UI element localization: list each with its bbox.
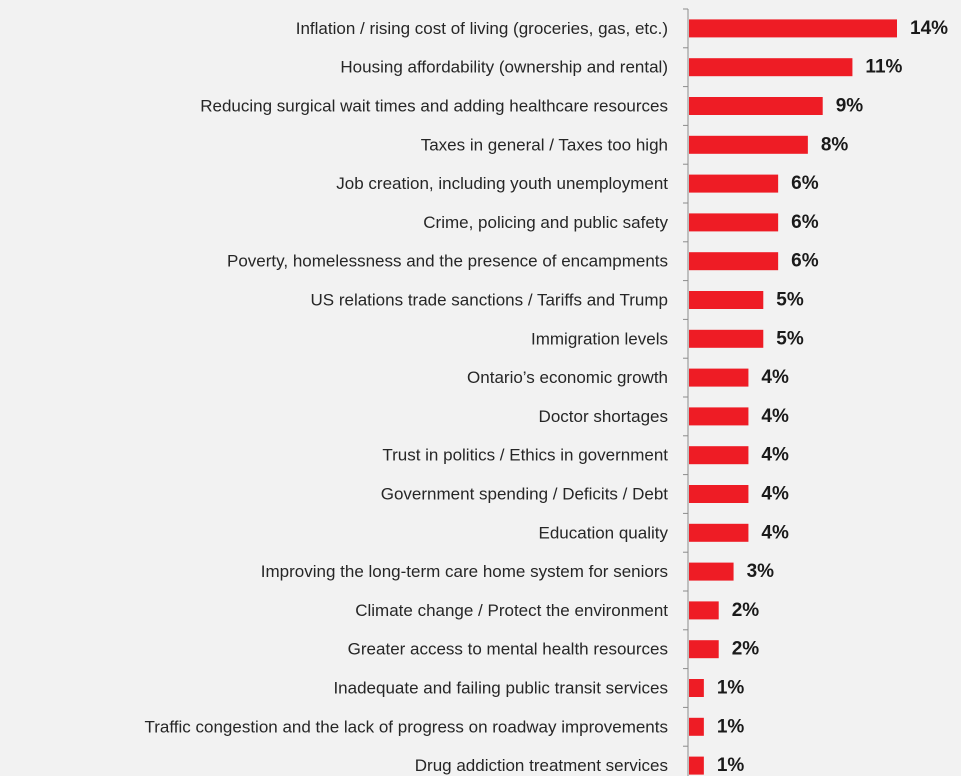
bar [689, 97, 823, 115]
value-label: 6% [791, 251, 819, 272]
category-labels: Inflation / rising cost of living (groce… [145, 8, 688, 775]
category-label: US relations trade sanctions / Tariffs a… [311, 291, 669, 310]
value-label: 5% [776, 290, 804, 311]
value-label: 4% [761, 445, 789, 466]
bar [689, 756, 704, 775]
category-label: Drug addiction treatment services [415, 756, 668, 775]
value-label: 14% [910, 18, 948, 39]
category-label: Ontario’s economic growth [467, 368, 668, 387]
bar [689, 679, 704, 697]
value-label: 6% [791, 212, 819, 233]
value-label: 11% [865, 57, 902, 78]
bar [689, 717, 704, 736]
category-label: Government spending / Deficits / Debt [381, 485, 669, 504]
bar [689, 135, 808, 154]
category-label: Improving the long-term care home system… [261, 562, 668, 581]
value-label: 1% [717, 755, 745, 776]
value-label: 4% [761, 406, 789, 427]
category-label: Education quality [539, 523, 669, 542]
bar [689, 329, 764, 348]
category-label: Inadequate and failing public transit se… [333, 679, 668, 698]
category-label: Reducing surgical wait times and adding … [200, 97, 668, 116]
value-label: 2% [732, 639, 760, 660]
value-label: 8% [821, 134, 849, 155]
bar [689, 446, 749, 465]
category-label: Job creation, including youth unemployme… [336, 174, 668, 193]
value-label: 4% [761, 367, 789, 388]
bar [689, 485, 749, 503]
category-label: Housing affordability (ownership and ren… [340, 58, 668, 77]
value-label: 1% [717, 678, 745, 699]
value-label: 1% [717, 716, 745, 737]
bar [689, 174, 779, 193]
bar [689, 19, 897, 38]
bar [689, 640, 719, 659]
bar [689, 368, 749, 387]
bar [689, 562, 734, 581]
value-label: 4% [761, 484, 789, 505]
value-label: 2% [732, 600, 760, 621]
category-label: Doctor shortages [539, 407, 668, 426]
category-label: Poverty, homelessness and the presence o… [227, 252, 668, 271]
bar [689, 523, 749, 542]
value-label: 5% [776, 328, 804, 349]
value-label: 6% [791, 173, 819, 194]
category-label: Immigration levels [531, 329, 668, 348]
value-label: 9% [836, 96, 864, 117]
category-label: Inflation / rising cost of living (groce… [296, 19, 668, 38]
bar [689, 407, 749, 426]
bar [689, 252, 779, 271]
bars [689, 19, 897, 775]
value-label: 4% [761, 522, 789, 543]
value-label: 3% [747, 561, 775, 582]
category-label: Greater access to mental health resource… [348, 640, 668, 659]
bar [689, 58, 853, 77]
category-label: Taxes in general / Taxes too high [421, 135, 668, 154]
value-labels: 14%11%9%8%6%6%6%5%5%4%4%4%4%4%3%2%2%1%1%… [717, 18, 948, 776]
category-label: Climate change / Protect the environment [355, 601, 668, 620]
category-label: Traffic congestion and the lack of progr… [145, 717, 669, 736]
bar [689, 601, 719, 620]
category-label: Crime, policing and public safety [423, 213, 668, 232]
bar [689, 291, 764, 309]
bar [689, 213, 779, 232]
category-label: Trust in politics / Ethics in government [382, 446, 668, 465]
